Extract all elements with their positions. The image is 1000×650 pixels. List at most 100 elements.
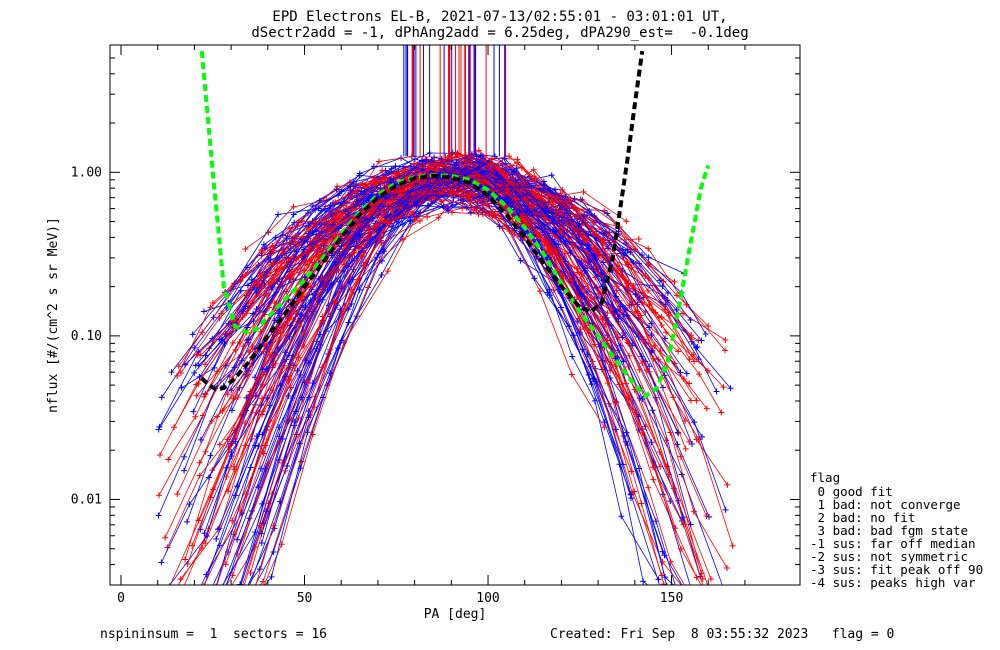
chart-title-line-2: dSectr2add = -1, dPhAng2add = 6.25deg, d… bbox=[251, 25, 749, 41]
trace-marker bbox=[661, 306, 668, 313]
trace-marker bbox=[351, 255, 358, 262]
trace-marker bbox=[715, 611, 721, 617]
trace-marker bbox=[174, 372, 181, 379]
legend-entry: -3 sus: fit peak off 90 bbox=[810, 562, 984, 577]
trace-marker bbox=[328, 211, 335, 218]
trace-marker bbox=[596, 343, 603, 350]
trace-marker bbox=[528, 204, 535, 211]
trace-marker bbox=[351, 249, 358, 256]
trace-marker bbox=[483, 202, 490, 209]
trace-marker bbox=[377, 179, 384, 186]
y-tick-label: 1.00 bbox=[71, 165, 102, 180]
trace-marker bbox=[584, 288, 591, 295]
trace-marker bbox=[635, 235, 642, 242]
trace-marker bbox=[161, 611, 167, 617]
trace-marker bbox=[680, 521, 687, 528]
trace-marker bbox=[333, 186, 340, 193]
trace-marker bbox=[270, 522, 277, 529]
trace-marker bbox=[683, 370, 690, 377]
trace-marker bbox=[450, 194, 457, 201]
trace-marker bbox=[198, 611, 204, 617]
trace-marker bbox=[207, 452, 214, 459]
trace-marker bbox=[701, 611, 707, 617]
trace-marker bbox=[661, 552, 668, 559]
trace-marker bbox=[329, 221, 336, 228]
trace-line bbox=[266, 172, 726, 510]
trace-marker bbox=[298, 311, 305, 318]
trace-marker bbox=[691, 358, 698, 365]
trace-marker bbox=[179, 611, 185, 617]
trace-marker bbox=[715, 611, 721, 617]
trace-marker bbox=[239, 314, 246, 321]
trace-marker bbox=[304, 429, 311, 436]
trace-marker bbox=[266, 418, 273, 425]
x-tick-label: 50 bbox=[297, 591, 313, 606]
trace-marker bbox=[195, 380, 202, 387]
trace-marker bbox=[581, 257, 588, 264]
trace-marker bbox=[260, 578, 267, 585]
trace-marker bbox=[264, 395, 271, 402]
trace-marker bbox=[696, 611, 702, 617]
trace-marker bbox=[530, 166, 537, 173]
trace-marker bbox=[585, 241, 592, 248]
trace-marker bbox=[569, 353, 576, 360]
trace-marker bbox=[197, 611, 203, 617]
trace-marker bbox=[552, 186, 559, 193]
y-axis-label: nflux [#/(cm^2 s sr MeV)] bbox=[46, 217, 61, 413]
trace-marker bbox=[194, 602, 200, 608]
trace-marker bbox=[263, 365, 270, 372]
trace-marker bbox=[305, 230, 312, 237]
trace-marker bbox=[702, 330, 709, 337]
trace-marker bbox=[206, 611, 212, 617]
trace-marker bbox=[617, 342, 624, 349]
trace-marker bbox=[517, 257, 524, 264]
trace-marker bbox=[722, 506, 729, 513]
trace-marker bbox=[424, 214, 431, 221]
trace-marker bbox=[627, 495, 634, 502]
trace-marker bbox=[205, 611, 211, 617]
trace-marker bbox=[638, 353, 645, 360]
trace-marker bbox=[298, 458, 305, 465]
trace-marker bbox=[298, 394, 305, 401]
trace-marker bbox=[244, 336, 251, 343]
trace-marker bbox=[155, 426, 162, 433]
trace-marker bbox=[261, 309, 268, 316]
trace-marker bbox=[270, 260, 277, 267]
trace-marker bbox=[189, 331, 196, 338]
trace-marker bbox=[228, 611, 234, 617]
trace-marker bbox=[576, 296, 583, 303]
trace-marker bbox=[571, 204, 578, 211]
trace-marker bbox=[284, 462, 291, 469]
trace-marker bbox=[673, 306, 680, 313]
trace-marker bbox=[693, 436, 700, 443]
trace-marker bbox=[258, 530, 265, 537]
trace-marker bbox=[687, 397, 694, 404]
trace-marker bbox=[631, 386, 638, 393]
x-tick-label: 100 bbox=[476, 591, 499, 606]
trace-marker bbox=[301, 273, 308, 280]
trace-marker bbox=[660, 278, 667, 285]
trace-marker bbox=[187, 611, 193, 617]
trace-marker bbox=[190, 408, 197, 415]
trace-marker bbox=[652, 309, 659, 316]
trace-marker bbox=[378, 271, 385, 278]
trace-marker bbox=[225, 488, 232, 495]
trace-marker bbox=[300, 246, 307, 253]
trace-marker bbox=[724, 481, 731, 488]
trace-marker bbox=[184, 518, 191, 525]
trace-marker bbox=[620, 358, 627, 365]
trace-marker bbox=[288, 272, 295, 279]
trace-marker bbox=[249, 611, 255, 617]
trace-marker bbox=[648, 439, 655, 446]
trace-marker bbox=[699, 611, 705, 617]
trace-marker bbox=[384, 268, 391, 275]
trace-marker bbox=[639, 359, 646, 366]
trace-marker bbox=[506, 153, 513, 160]
legend: flag 0 good fit 1 bad: not converge 2 ba… bbox=[810, 470, 983, 589]
trace-marker bbox=[287, 360, 294, 367]
trace-marker bbox=[216, 598, 222, 604]
trace-marker bbox=[408, 210, 415, 217]
trace-marker bbox=[605, 245, 612, 252]
trace-marker bbox=[585, 371, 592, 378]
trace-marker bbox=[216, 441, 223, 448]
